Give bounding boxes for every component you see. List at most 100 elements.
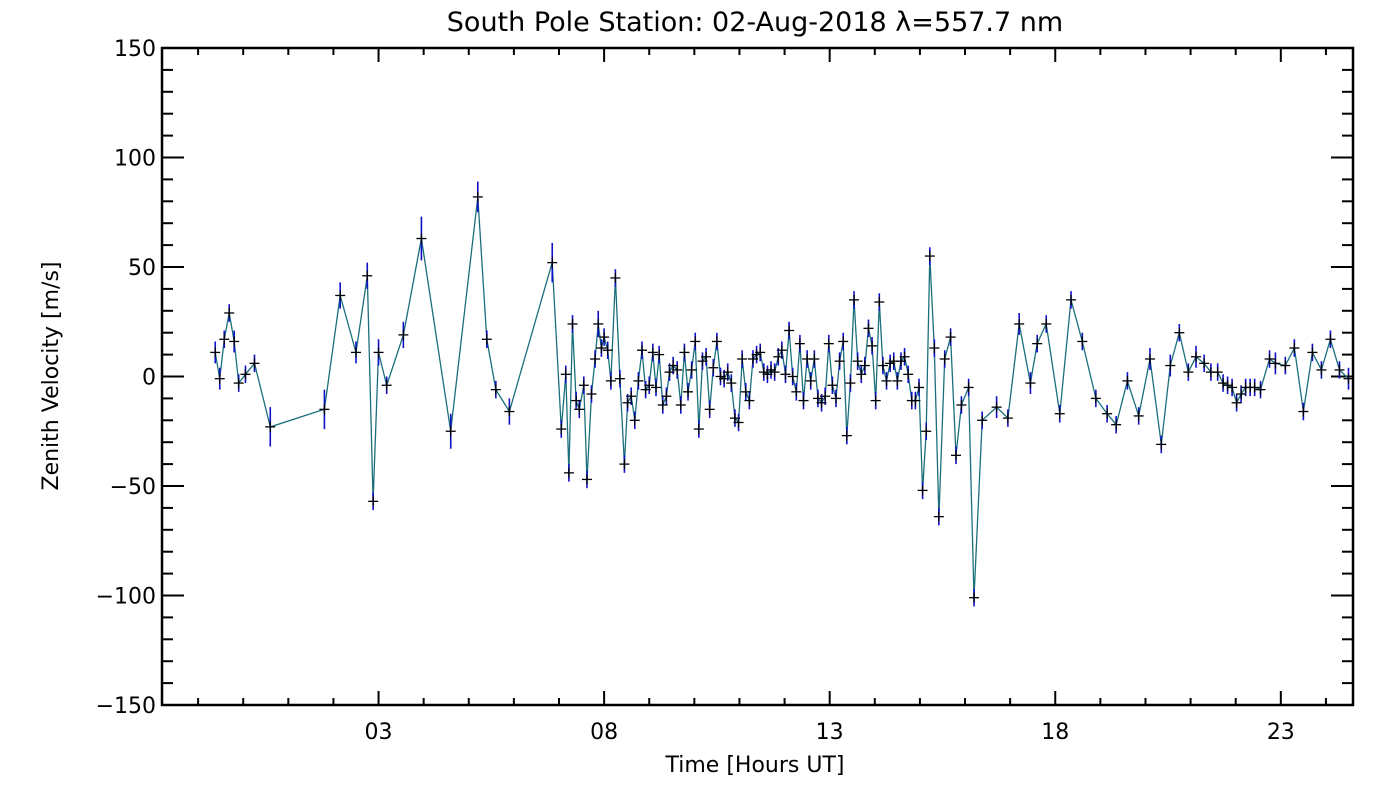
data-point-marker [679,347,690,358]
data-point-marker [373,347,384,358]
data-point-marker [654,349,665,360]
data-point-marker [445,426,456,437]
data-point-marker [708,362,719,373]
data-point-marker [560,369,571,380]
data-point-marker [626,391,637,402]
data-point-marker [787,371,798,382]
data-point-marker [827,380,838,391]
data-point-marker [693,424,704,435]
x-tick-label: 03 [365,720,393,745]
data-point-marker [690,336,701,347]
data-point-marker [1298,406,1309,417]
data-point-marker [1122,375,1133,386]
data-point-marker [335,290,346,301]
data-point-marker [581,474,592,485]
data-point-marker [798,395,809,406]
data-point-marker [350,347,361,358]
y-axis-ticks: −150 −100 −50 0 50 100 150 [96,37,1353,719]
plot-frame [160,46,1355,707]
data-point-marker [605,375,616,386]
data-point-marker [233,378,244,389]
data-point-marker [852,356,863,367]
x-axis-label: Time [Hours UT] [665,753,845,778]
data-point-marker [1255,384,1266,395]
data-point-marker [809,353,820,364]
data-point-marker [567,318,578,329]
data-point-marker [381,380,392,391]
data-point-marker [791,386,802,397]
data-point-marker [845,378,856,389]
data-point-marker [1002,413,1013,424]
data-point-marker [1183,367,1194,378]
data-point-marker [1289,343,1300,354]
data-point-marker [1280,360,1291,371]
data-point-marker [1236,389,1247,400]
data-point-marker [481,334,492,345]
data-point-marker [219,334,230,345]
data-point-marker [892,375,903,386]
data-point-marker [1111,419,1122,430]
data-point-marker [590,353,601,364]
data-point-marker [1077,336,1088,347]
data-point-marker [755,347,766,358]
data-point-marker [963,382,974,393]
series-line-group [214,196,1349,598]
data-point-marker [841,430,852,441]
data-point-marker [596,343,607,354]
data-point-marker [574,404,585,415]
data-point-marker [921,426,932,437]
data-point-marker [650,382,661,393]
data-point-marker [622,397,633,408]
y-tick-label: −100 [96,585,156,610]
data-point-marker [704,404,715,415]
error-bars-group [214,181,1350,607]
data-point-marker [910,395,921,406]
series-line [214,196,1349,598]
data-point-marker [602,345,613,356]
y-axis-label: Zenith Velocity [m/s] [39,262,64,491]
data-point-marker [823,338,834,349]
data-point-marker [733,417,744,428]
data-point-marker [556,424,567,435]
data-point-marker [578,380,589,391]
markers-group [210,191,1354,603]
data-point-marker [614,373,625,384]
data-point-marker [1325,334,1336,345]
data-point-marker [991,402,1002,413]
data-point-marker [830,393,841,404]
x-tick-label: 23 [1267,720,1295,745]
data-point-marker [863,323,874,334]
data-point-marker [1156,439,1167,450]
data-point-marker [711,336,722,347]
data-point-marker [672,364,683,375]
data-point-marker [1144,353,1155,364]
data-point-marker [668,360,679,371]
data-point-marker [929,343,940,354]
y-tick-label: 150 [114,37,156,62]
data-point-marker [740,386,751,397]
data-point-marker [867,340,878,351]
data-point-marker [647,347,658,358]
data-point-marker [899,351,910,362]
data-point-marker [586,389,597,400]
data-point-marker [956,399,967,410]
data-point-marker [229,336,240,347]
data-point-marker [1102,408,1113,419]
data-point-marker [939,353,950,364]
data-point-marker [924,251,935,262]
data-point-marker [776,345,787,356]
data-point-marker [914,382,925,393]
data-point-marker [686,364,697,375]
y-tick-label: 0 [142,366,156,391]
y-tick-label: −50 [110,475,156,500]
data-point-marker [619,459,630,470]
data-point-marker [794,338,805,349]
data-point-marker [629,415,640,426]
data-point-marker [563,467,574,478]
data-point-marker [769,367,780,378]
data-point-marker [719,373,730,384]
data-point-marker [1307,347,1318,358]
data-point-marker [780,369,791,380]
data-point-marker [249,358,260,369]
